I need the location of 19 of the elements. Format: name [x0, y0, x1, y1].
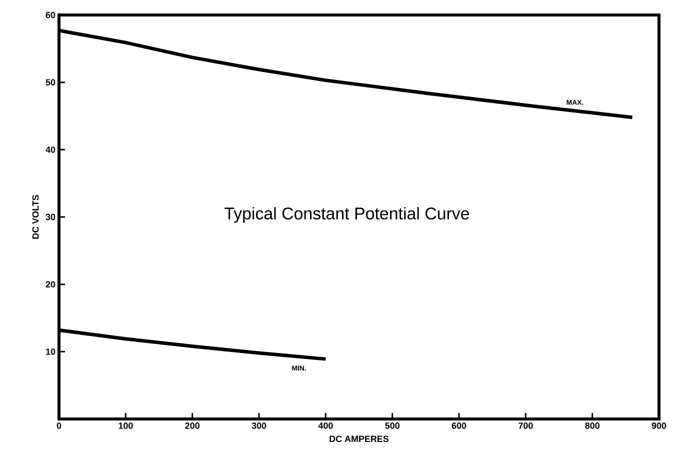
x-tick-label: 800	[585, 422, 600, 429]
x-tick-label: 0	[56, 422, 62, 429]
x-tick-label: 500	[385, 422, 400, 429]
x-tick-label: 900	[652, 422, 666, 429]
x-tick-label: 700	[518, 422, 533, 429]
y-tick-label: 40	[46, 146, 56, 153]
x-tick-label: 200	[185, 422, 200, 429]
x-tick-label: 400	[318, 422, 333, 429]
y-tick-label: 60	[46, 12, 56, 18]
y-tick-label: 30	[46, 214, 56, 220]
x-tick-label: 300	[252, 422, 266, 429]
text: Typical Constant Potential Curve	[224, 207, 470, 223]
y-tick-label: 20	[46, 281, 56, 288]
y-tick-label: 10	[46, 348, 56, 355]
x-tick-label: 600	[452, 422, 466, 429]
y-tick-label: 50	[46, 79, 56, 86]
x-axis-title: DC AMPERES	[330, 436, 389, 442]
y-axis-title: DC VOLTS	[32, 195, 39, 239]
x-tick-label: 100	[118, 422, 133, 429]
